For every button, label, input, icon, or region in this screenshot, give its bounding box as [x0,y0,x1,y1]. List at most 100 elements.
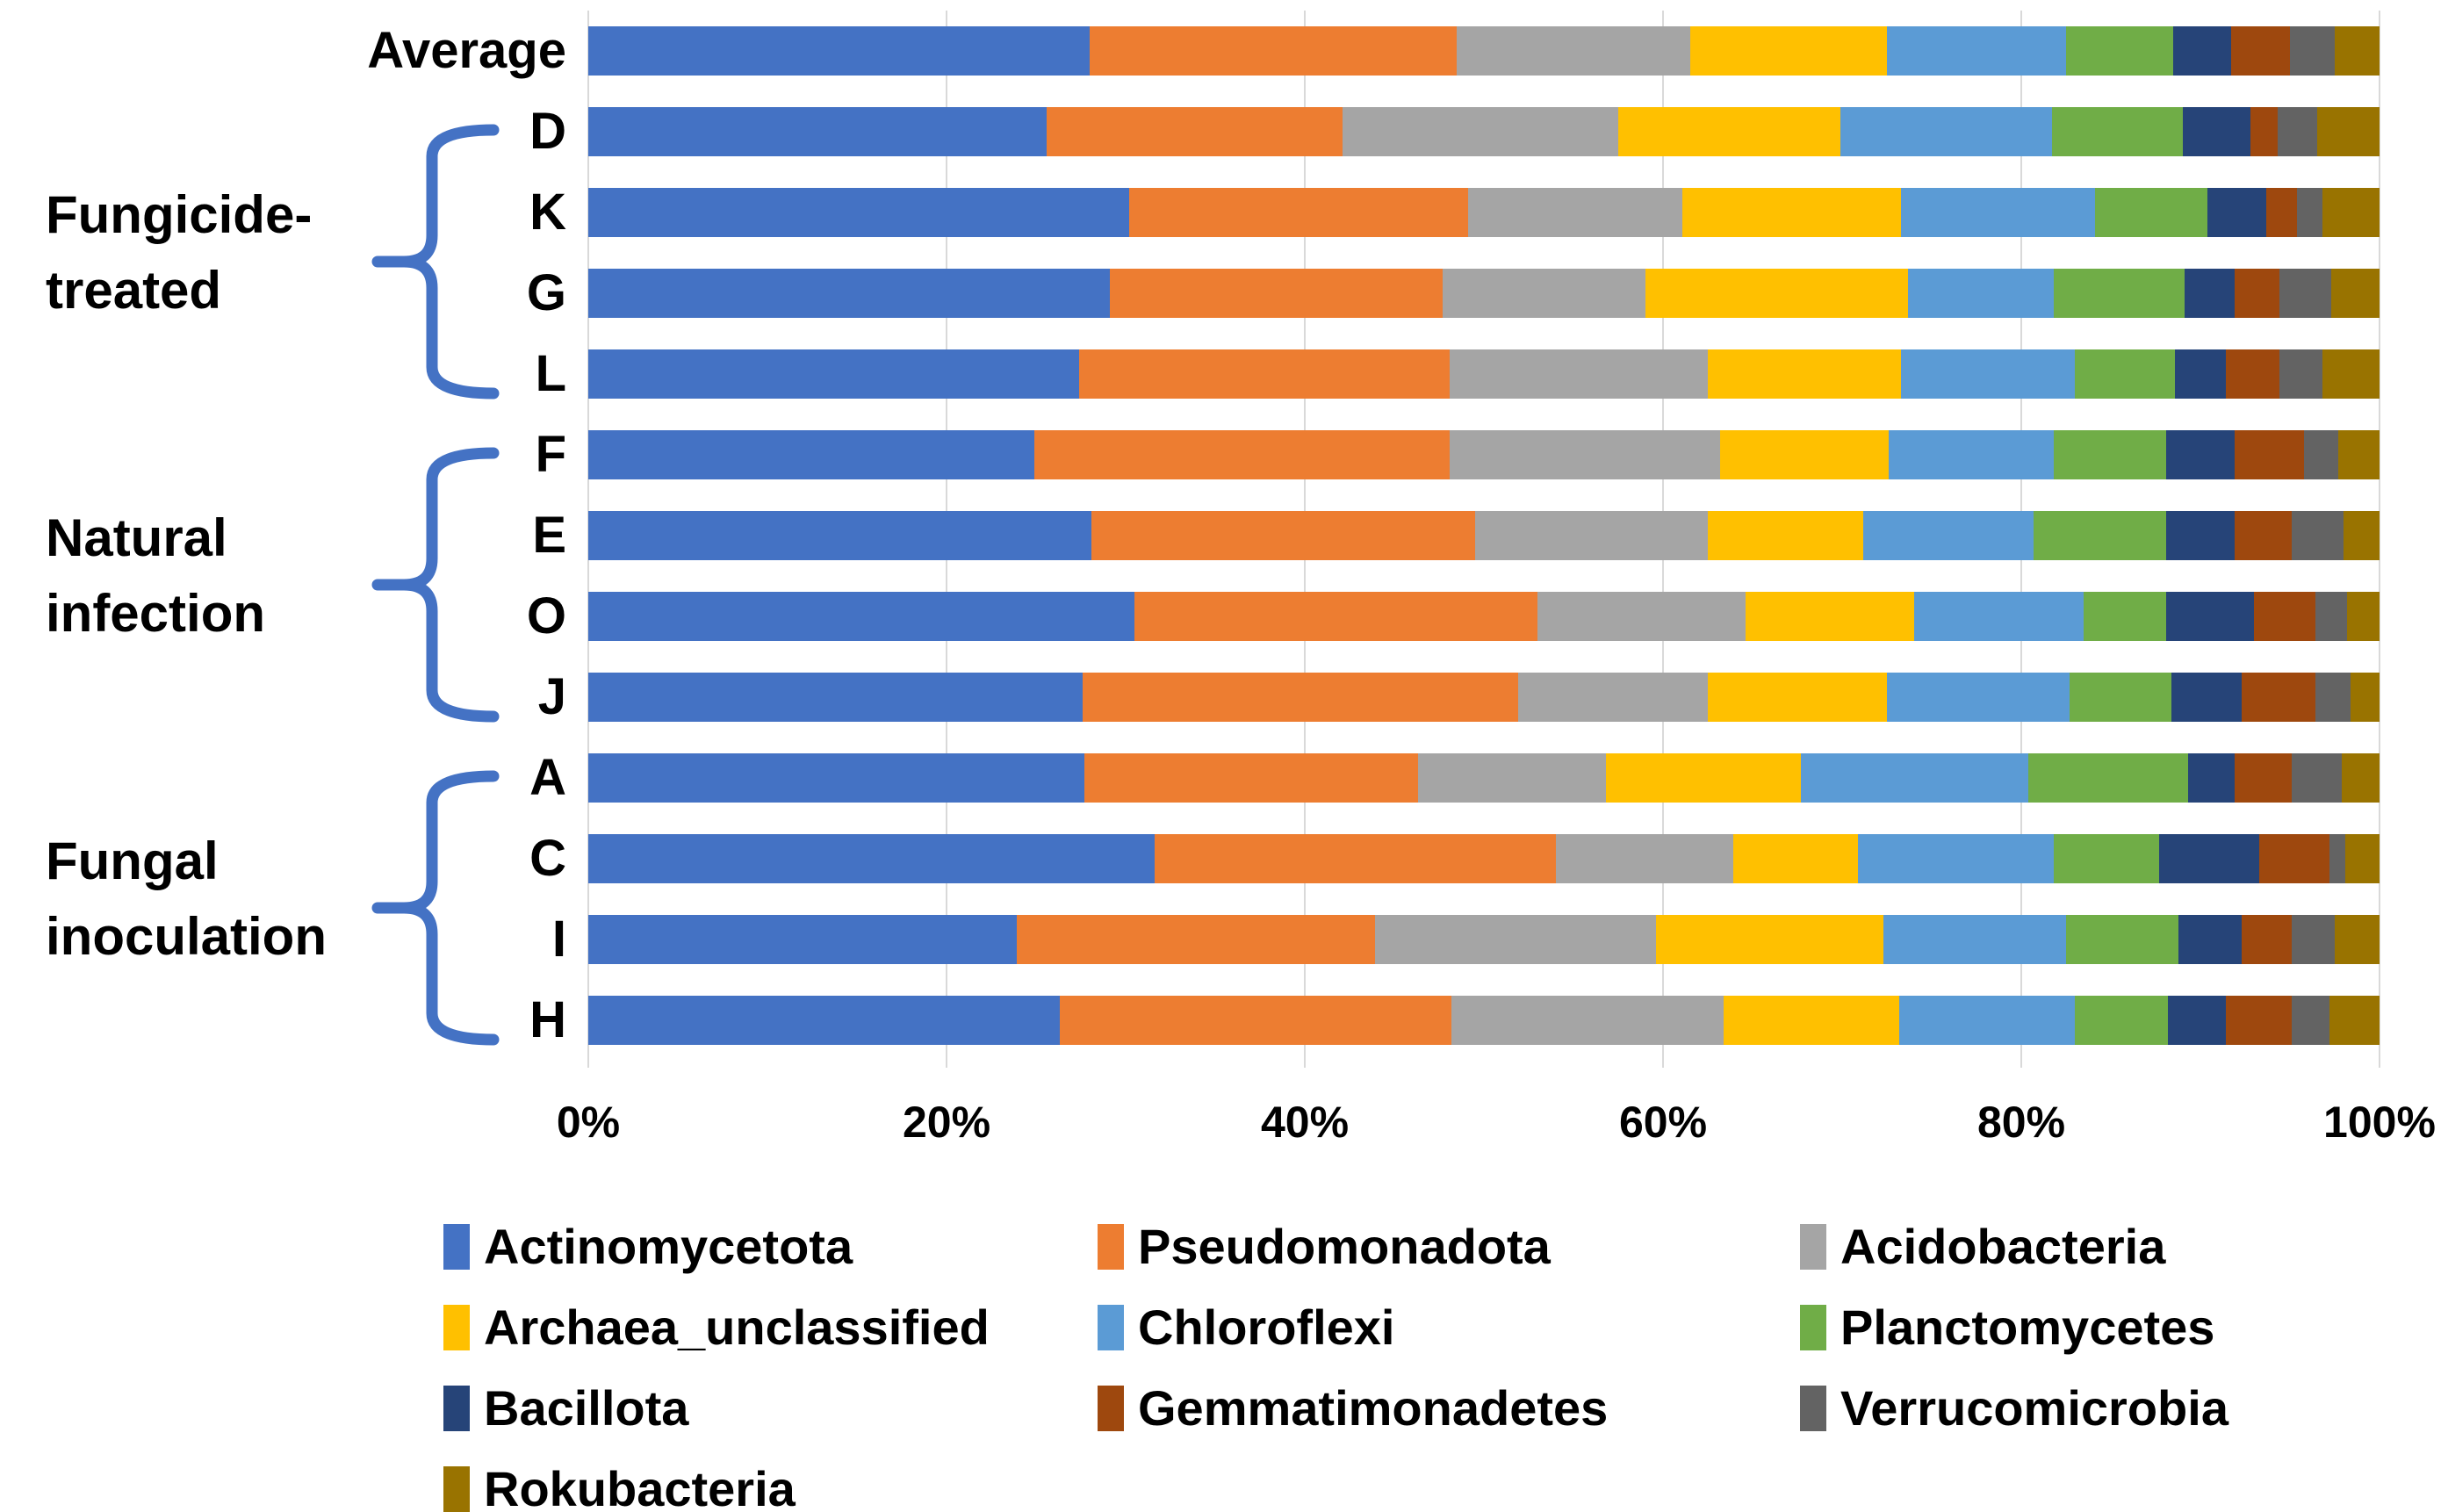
bar-segment-archaea-unclassified [1682,188,1902,237]
bar-segment-gemmatimonadetes [2234,753,2292,803]
legend-label: Verrucomicrobia [1840,1380,2228,1436]
legend-label: Actinomycetota [484,1219,853,1274]
bar-segment-actinomycetota [588,188,1130,237]
legend-item-gemmatimonadetes: Gemmatimonadetes [1098,1384,1800,1433]
bar-segment-planctomycetes [2028,753,2188,803]
bar-segment-rokubacteria [2338,430,2380,479]
row-label-l: L [535,345,566,402]
bar-segment-acidobacteria [1342,107,1618,156]
bar-segment-archaea-unclassified [1707,511,1864,560]
bar-c [588,834,2380,883]
bar-segment-bacillota [2173,26,2231,76]
axis-tick-label: 80% [1976,1098,2066,1147]
bar-segment-verrucomicrobia [2291,996,2329,1045]
group-brace [371,770,500,1046]
bar-segment-chloroflexi [1886,26,2066,76]
bar-segment-acidobacteria [1417,753,1606,803]
bar-segment-actinomycetota [588,269,1110,318]
bar-segment-acidobacteria [1450,430,1721,479]
bar-segment-chloroflexi [1801,753,2029,803]
bar-segment-bacillota [2166,592,2255,641]
bar-segment-bacillota [2159,834,2260,883]
row-label-f: F [535,426,566,483]
bar-segment-pseudomonadota [1154,834,1556,883]
legend-swatch-chloroflexi [1098,1305,1124,1350]
bar-segment-archaea-unclassified [1689,26,1887,76]
legend-label: Pseudomonadota [1138,1219,1551,1274]
bar-segment-gemmatimonadetes [2225,996,2292,1045]
bar-segment-pseudomonadota [1090,26,1458,76]
bar-segment-verrucomicrobia [2289,26,2335,76]
bar-segment-rokubacteria [2329,996,2380,1045]
bar-segment-acidobacteria [1537,592,1746,641]
bar-segment-rokubacteria [2345,834,2380,883]
bar-segment-verrucomicrobia [2277,107,2317,156]
bar-segment-bacillota [2168,996,2226,1045]
row-label-i: I [551,911,566,968]
group-label-line: Fungal [46,832,219,890]
axis-tick-label: 0% [556,1098,621,1147]
row-label-e: E [532,507,566,564]
bar-segment-verrucomicrobia [2329,834,2346,883]
group-brace [371,124,500,400]
group-brace [371,447,500,723]
bar-segment-pseudomonadota [1109,269,1444,318]
row-label-h: H [529,991,566,1048]
bar-segment-acidobacteria [1517,673,1708,722]
group-label-natural-infection: Natural infection [46,500,379,652]
bar-segment-chloroflexi [1901,188,2095,237]
bar-segment-acidobacteria [1555,834,1733,883]
bar-segment-gemmatimonadetes [2234,269,2279,318]
bar-segment-gemmatimonadetes [2259,834,2329,883]
legend-label: Gemmatimonadetes [1138,1380,1609,1436]
legend-item-chloroflexi: Chloroflexi [1098,1303,1800,1352]
bar-segment-chloroflexi [1913,592,2084,641]
legend-item-rokubacteria: Rokubacteria [443,1465,1098,1512]
bar-segment-acidobacteria [1467,188,1683,237]
bar-segment-gemmatimonadetes [2225,349,2279,399]
row-label-c: C [529,830,566,887]
bar-segment-bacillota [2184,269,2235,318]
legend-item-bacillota: Bacillota [443,1384,1098,1433]
bar-segment-archaea-unclassified [1605,753,1802,803]
bar-segment-bacillota [2166,430,2235,479]
legend-item-pseudomonadota: Pseudomonadota [1098,1222,1800,1271]
legend-label: Archaea_unclassified [484,1300,990,1355]
bar-a [588,753,2380,803]
row-label-j: J [537,668,566,725]
bar-segment-pseudomonadota [1016,915,1375,964]
bar-segment-verrucomicrobia [2304,430,2338,479]
bar-o [588,592,2380,641]
bar-segment-verrucomicrobia [2315,673,2351,722]
bar-segment-planctomycetes [2053,834,2160,883]
bar-segment-rokubacteria [2334,26,2380,76]
legend-item-planctomycetes: Planctomycetes [1800,1303,2287,1352]
bar-g [588,269,2380,318]
bar-segment-gemmatimonadetes [2266,188,2298,237]
bar-segment-chloroflexi [1889,430,2054,479]
bar-segment-archaea-unclassified [1645,269,1909,318]
bar-segment-bacillota [2175,349,2226,399]
bar-segment-rokubacteria [2351,673,2380,722]
bar-segment-actinomycetota [588,349,1079,399]
bar-segment-chloroflexi [1899,996,2076,1045]
bar-segment-actinomycetota [588,915,1017,964]
bar-e [588,511,2380,560]
bar-segment-actinomycetota [588,673,1084,722]
bar-i [588,915,2380,964]
legend-swatch-archaea-unclassified [443,1305,470,1350]
bar-segment-chloroflexi [1840,107,2052,156]
gridline-100 [2379,11,2380,1068]
group-label-line: infection [46,584,265,643]
bar-segment-pseudomonadota [1078,349,1451,399]
bar-segment-actinomycetota [588,107,1048,156]
bar-segment-planctomycetes [2053,269,2185,318]
bar-d [588,107,2380,156]
bar-segment-bacillota [2171,673,2242,722]
bar-segment-bacillota [2207,188,2267,237]
legend-swatch-pseudomonadota [1098,1224,1124,1270]
bar-segment-verrucomicrobia [2315,592,2348,641]
bar-segment-rokubacteria [2316,107,2380,156]
bar-segment-rokubacteria [2334,915,2380,964]
bar-segment-chloroflexi [1858,834,2054,883]
